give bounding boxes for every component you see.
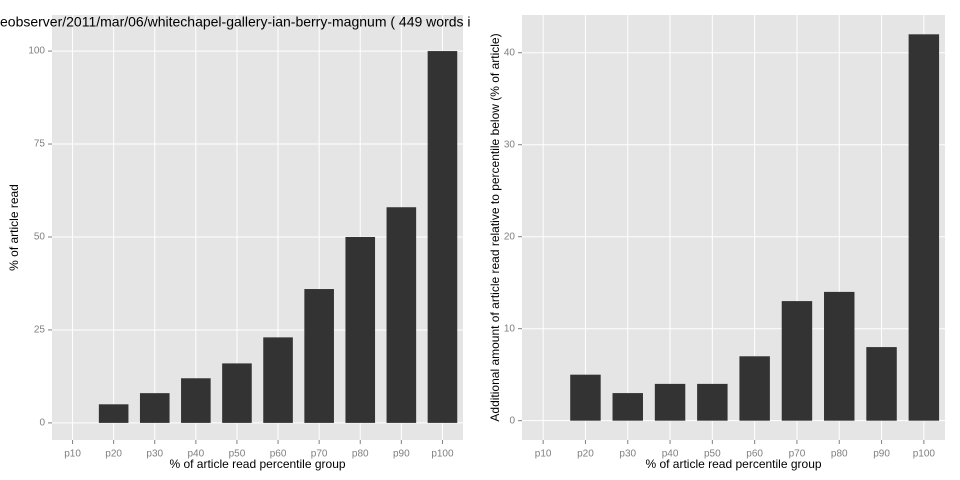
x-tick-label: p30: [146, 449, 163, 460]
bar: [386, 207, 417, 423]
y-tick-label: 0: [509, 415, 515, 426]
x-tick-label: p50: [704, 449, 721, 460]
x-tick-label: p70: [311, 449, 328, 460]
bar: [781, 301, 813, 421]
x-tick-label: p100: [913, 449, 936, 460]
x-tick-label: p100: [431, 449, 454, 460]
bar: [98, 404, 129, 423]
bar: [263, 337, 293, 423]
bar: [181, 378, 211, 423]
bar: [908, 34, 940, 421]
x-tick-label: p40: [188, 449, 205, 460]
y-tick-label: 25: [34, 325, 46, 336]
x-tick-label: p10: [535, 449, 552, 460]
x-tick-label: p40: [662, 449, 679, 460]
x-tick-label: p60: [746, 449, 763, 460]
y-axis-title: Additional amount of article read relati…: [488, 33, 502, 421]
x-tick-label: p90: [873, 449, 890, 460]
bar: [304, 289, 334, 423]
x-tick-label: p50: [229, 449, 246, 460]
y-tick-label: 100: [28, 46, 45, 57]
bar: [570, 374, 601, 421]
y-axis-title: % of article read: [7, 184, 21, 271]
bar: [345, 236, 376, 423]
y-tick-label: 30: [504, 139, 516, 150]
x-tick-label: p10: [64, 449, 81, 460]
y-tick-label: 75: [34, 139, 46, 150]
bar: [612, 393, 643, 421]
y-tick-label: 10: [504, 323, 516, 334]
x-tick-label: p70: [789, 449, 806, 460]
bar: [739, 356, 770, 421]
x-axis-title: % of article read percentile group: [169, 457, 345, 471]
bar: [866, 347, 897, 421]
x-tick-label: p60: [270, 449, 287, 460]
bar: [654, 383, 686, 421]
chart-title: eobserver/2011/mar/06/whitechapel-galler…: [0, 14, 471, 30]
x-tick-label: p20: [577, 449, 594, 460]
bar: [222, 363, 252, 423]
y-tick-label: 40: [504, 47, 516, 58]
bar: [824, 291, 855, 421]
y-tick-label: 0: [39, 418, 45, 429]
y-tick-label: 20: [504, 231, 516, 242]
bar: [427, 51, 458, 423]
x-tick-label: p80: [831, 449, 848, 460]
x-tick-label: p20: [105, 449, 122, 460]
x-tick-label: p90: [393, 449, 410, 460]
x-tick-label: p30: [619, 449, 636, 460]
bar: [697, 383, 728, 421]
bar: [139, 393, 170, 423]
x-tick-label: p80: [352, 449, 369, 460]
y-tick-label: 50: [34, 232, 46, 243]
x-axis-title: % of article read percentile group: [645, 457, 821, 471]
